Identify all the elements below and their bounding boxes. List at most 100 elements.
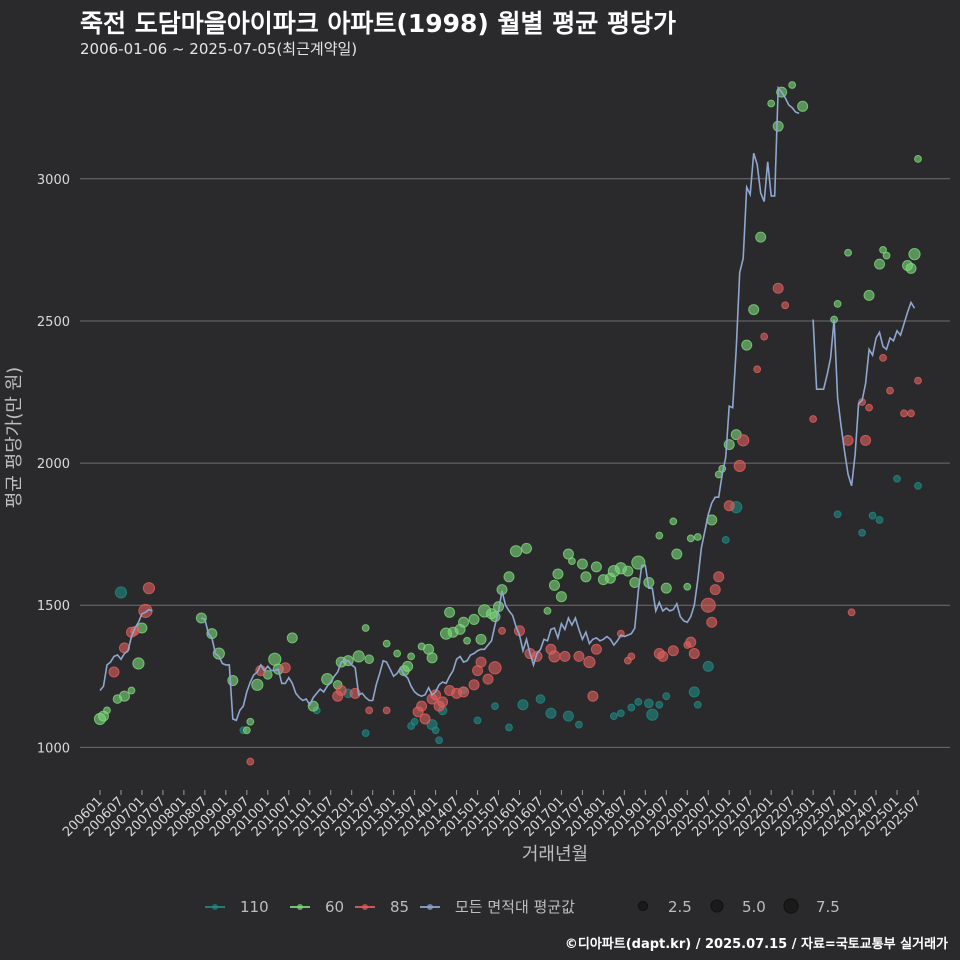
data-point-110 <box>562 710 574 722</box>
data-point-85 <box>382 706 391 715</box>
data-point-110 <box>833 510 842 519</box>
data-point-85 <box>458 686 470 698</box>
data-point-110 <box>491 702 499 711</box>
data-point-110 <box>644 698 654 709</box>
data-point-60 <box>772 120 784 132</box>
average-line-segment <box>812 300 916 487</box>
data-point-110 <box>535 694 546 704</box>
data-point-110 <box>435 736 443 745</box>
data-point-60 <box>361 624 370 632</box>
legend-label: 60 <box>325 898 344 916</box>
data-point-85 <box>760 332 769 341</box>
data-point-60 <box>576 558 588 570</box>
data-point-85 <box>365 706 374 715</box>
data-point-60 <box>660 582 672 594</box>
data-point-60 <box>212 647 225 660</box>
data-point-85 <box>437 696 449 708</box>
data-point-60 <box>321 673 334 686</box>
data-point-60 <box>364 654 374 665</box>
data-point-60 <box>671 548 683 560</box>
data-point-60 <box>767 99 776 108</box>
data-point-60 <box>242 726 251 735</box>
data-point-110 <box>868 511 877 520</box>
data-point-60 <box>520 542 532 554</box>
data-point-85 <box>627 652 636 661</box>
data-point-60 <box>833 299 842 308</box>
data-point-110 <box>662 692 671 701</box>
data-point-85 <box>548 650 561 663</box>
data-point-85 <box>559 650 571 662</box>
data-point-110 <box>517 699 529 711</box>
data-point-85 <box>688 648 700 660</box>
data-point-60 <box>426 652 438 664</box>
legend-size-label: 5.0 <box>742 898 766 916</box>
data-point-85 <box>737 434 750 447</box>
data-point-60 <box>382 639 391 648</box>
data-point-60 <box>844 248 852 257</box>
data-point-60 <box>268 652 282 666</box>
data-point-85 <box>781 301 790 310</box>
data-point-60 <box>463 636 471 645</box>
data-point-85 <box>842 434 854 446</box>
data-point-110 <box>545 707 557 719</box>
data-point-60 <box>393 649 402 658</box>
x-axis-title: 거래년월 <box>522 844 588 865</box>
grid-lines <box>80 178 950 748</box>
data-point-60 <box>788 81 797 89</box>
data-point-60 <box>552 568 564 580</box>
data-point-60 <box>195 612 207 624</box>
data-point-60 <box>693 533 702 541</box>
data-point-110 <box>505 723 513 732</box>
data-point-110 <box>721 535 730 544</box>
legend-size-label: 2.5 <box>668 898 692 916</box>
data-point-85 <box>772 282 784 294</box>
data-point-110 <box>627 703 636 712</box>
data-point-60 <box>251 678 264 691</box>
data-point-60 <box>683 582 692 591</box>
data-point-60 <box>475 633 487 645</box>
data-point-60 <box>905 262 917 274</box>
data-point-60 <box>863 289 875 301</box>
data-point-85 <box>713 571 725 583</box>
data-point-85 <box>430 689 442 701</box>
average-line <box>99 85 916 722</box>
legend-size-dot <box>710 899 724 913</box>
data-point-60 <box>503 571 515 583</box>
data-point-110 <box>893 474 901 483</box>
data-point-85 <box>723 500 735 512</box>
data-point-60 <box>444 606 456 618</box>
data-point-85 <box>498 626 506 635</box>
data-point-85 <box>667 645 679 657</box>
x-axis: 2006012006072007012007072008012008072009… <box>60 790 924 840</box>
y-tick-label: 2000 <box>37 457 70 472</box>
data-point-60 <box>908 248 921 261</box>
data-point-60 <box>402 660 414 672</box>
data-point-60 <box>407 652 416 661</box>
data-point-60 <box>132 657 145 670</box>
data-point-85 <box>886 386 894 395</box>
data-point-60 <box>914 155 922 163</box>
data-point-85 <box>587 690 599 702</box>
y-tick-label: 1500 <box>37 599 70 614</box>
data-point-85 <box>753 365 762 374</box>
data-point-85 <box>488 661 502 675</box>
data-point-60 <box>797 100 809 112</box>
data-point-85 <box>583 655 596 669</box>
data-point-60 <box>468 613 480 625</box>
legend-key-dot <box>362 904 368 910</box>
legend-label: 모든 면적대 평균값 <box>455 898 575 916</box>
data-point-60 <box>748 304 760 316</box>
data-point-60 <box>631 555 646 570</box>
legend-label: 110 <box>240 898 269 916</box>
data-point-85 <box>914 376 922 385</box>
legend-key-dot <box>427 904 433 910</box>
data-point-110 <box>634 697 643 706</box>
data-point-60 <box>622 565 634 577</box>
data-point-85 <box>879 354 887 362</box>
data-point-60 <box>509 545 523 558</box>
average-line-segment <box>99 608 153 692</box>
data-point-110 <box>114 586 128 599</box>
data-point-85 <box>900 409 908 418</box>
data-point-60 <box>286 632 298 644</box>
